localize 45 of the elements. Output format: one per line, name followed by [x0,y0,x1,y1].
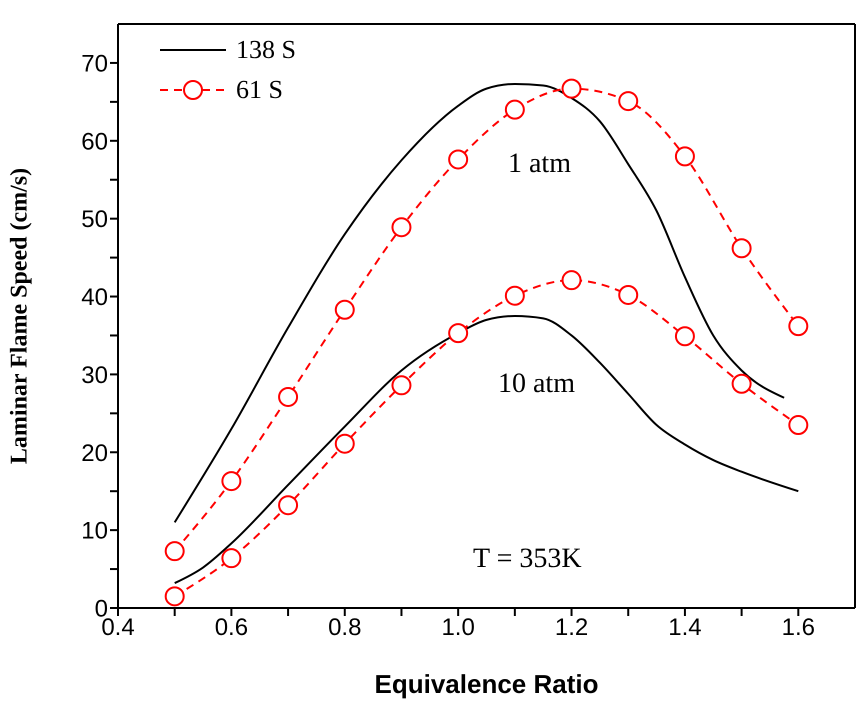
annotation: T = 353K [473,543,582,575]
point [562,78,582,99]
point [391,217,412,238]
x-tick-label: 1.6 [782,614,815,642]
point [221,471,242,492]
point [732,374,752,394]
x-axis-title: Equivalence Ratio [374,669,598,699]
point [164,586,185,606]
point [278,386,298,407]
point [221,548,242,568]
point [334,300,355,320]
point [334,434,355,454]
point [674,326,695,346]
point [391,375,412,396]
point [618,284,638,305]
x-tick-label: 1.2 [554,614,588,642]
point [448,149,468,170]
point [562,270,582,290]
point [788,316,808,336]
y-tick-label: 20 [81,440,108,467]
legend-label: 61 S [236,75,283,105]
point [788,415,808,436]
point [504,286,525,306]
point [674,146,695,166]
line-series [174,315,800,584]
y-tick-label: 60 [81,128,108,156]
x-tick-label: 1.4 [668,614,702,642]
y-tick-label: 50 [81,206,108,234]
y-tick-label: 40 [81,284,108,312]
annotation: 1 atm [508,148,571,180]
point [504,100,525,120]
point [618,91,638,112]
annotation: 10 atm [498,368,575,400]
point [278,495,298,516]
x-tick-label: 1.0 [441,614,475,642]
y-axis-title: Laminar Flame Speed (cm/s) [6,168,33,464]
x-tick-label: 0.8 [328,614,362,642]
legend-label: 138 S [236,35,296,65]
point [448,323,468,344]
point [164,541,185,562]
y-tick-label: 70 [81,50,108,78]
point [732,238,752,258]
y-tick-label: 30 [81,362,108,389]
y-tick-label: 10 [81,518,108,545]
x-tick-label: 0.6 [214,614,248,642]
